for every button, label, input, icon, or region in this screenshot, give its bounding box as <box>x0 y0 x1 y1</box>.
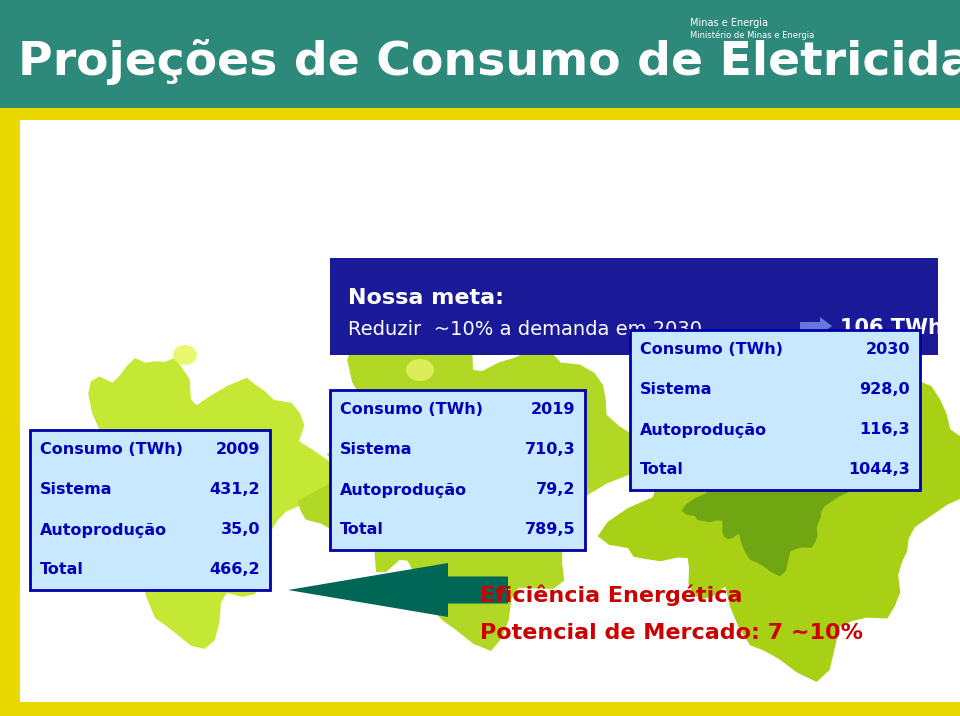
Text: 35,0: 35,0 <box>221 523 260 538</box>
Text: 466,2: 466,2 <box>209 563 260 578</box>
Polygon shape <box>682 418 858 576</box>
Bar <box>330 390 585 550</box>
Polygon shape <box>41 358 333 649</box>
Text: Total: Total <box>640 463 684 478</box>
Polygon shape <box>298 326 643 651</box>
Text: 106 TWh: 106 TWh <box>840 318 943 338</box>
Text: Reduzir  ~10% a demanda em 2030: Reduzir ~10% a demanda em 2030 <box>348 320 702 339</box>
Text: Projeções de Consumo de Eletricidade: Projeções de Consumo de Eletricidade <box>18 39 960 85</box>
Text: Total: Total <box>340 523 384 538</box>
Polygon shape <box>104 430 235 561</box>
Text: Potencial de Mercado: 7 ~10%: Potencial de Mercado: 7 ~10% <box>480 623 863 643</box>
Text: Autoprodução: Autoprodução <box>40 523 167 538</box>
Bar <box>20 120 960 702</box>
Text: Autoprodução: Autoprodução <box>640 422 767 437</box>
Bar <box>330 258 938 355</box>
Text: Autoprodução: Autoprodução <box>340 483 468 498</box>
Text: Sistema: Sistema <box>340 442 413 458</box>
Bar <box>0 108 960 120</box>
Ellipse shape <box>173 345 197 365</box>
Bar <box>630 330 920 490</box>
Text: 2009: 2009 <box>215 442 260 458</box>
Text: Eficiência Energética: Eficiência Energética <box>480 584 742 606</box>
Bar <box>0 702 960 716</box>
Ellipse shape <box>664 353 696 377</box>
Text: Consumo (TWh): Consumo (TWh) <box>640 342 783 357</box>
Ellipse shape <box>406 359 434 381</box>
Text: 116,3: 116,3 <box>859 422 910 437</box>
Text: Consumo (TWh): Consumo (TWh) <box>40 442 183 458</box>
Text: Total: Total <box>40 563 84 578</box>
Text: 1044,3: 1044,3 <box>849 463 910 478</box>
Polygon shape <box>371 405 526 551</box>
Text: 2030: 2030 <box>866 342 910 357</box>
Bar <box>30 430 270 590</box>
Text: Sistema: Sistema <box>40 483 112 498</box>
Text: Nossa meta:: Nossa meta: <box>348 288 504 308</box>
Text: Minas e Energia: Minas e Energia <box>690 18 768 28</box>
Text: 928,0: 928,0 <box>859 382 910 397</box>
Text: 789,5: 789,5 <box>524 523 575 538</box>
Polygon shape <box>800 317 832 335</box>
Text: 79,2: 79,2 <box>536 483 575 498</box>
Text: 431,2: 431,2 <box>209 483 260 498</box>
Polygon shape <box>288 563 508 617</box>
Bar <box>0 0 960 108</box>
Text: Ministério de Minas e Energia: Ministério de Minas e Energia <box>690 30 814 39</box>
Bar <box>0 120 20 716</box>
Polygon shape <box>598 331 960 682</box>
Text: Sistema: Sistema <box>640 382 712 397</box>
Text: 710,3: 710,3 <box>524 442 575 458</box>
Text: Consumo (TWh): Consumo (TWh) <box>340 402 483 417</box>
Text: 2019: 2019 <box>531 402 575 417</box>
